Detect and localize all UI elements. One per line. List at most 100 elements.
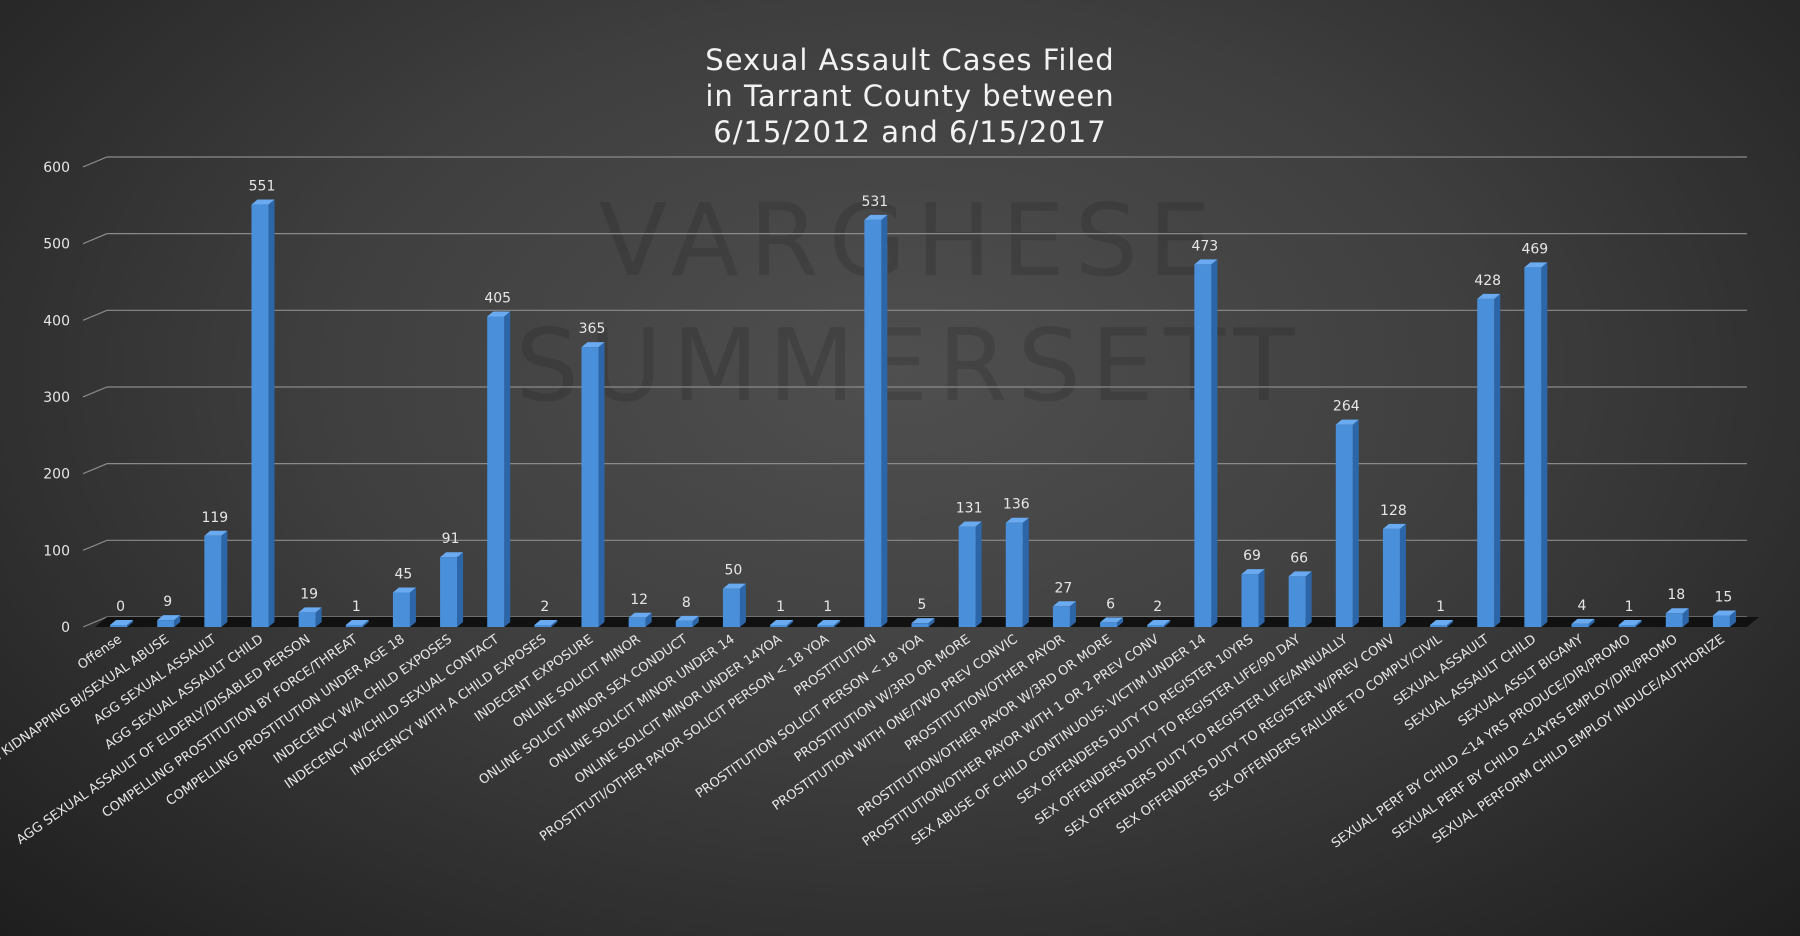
data-label: 1 <box>776 599 785 615</box>
bar-top <box>722 583 746 589</box>
bar-side <box>221 530 228 627</box>
bar-side <box>834 620 841 627</box>
data-label: 6 <box>1106 596 1115 612</box>
bar-front <box>1477 298 1495 627</box>
bar-side <box>598 342 605 627</box>
y-tick-label: 200 <box>43 467 70 483</box>
watermark-line-2: SUMMERSETT <box>516 307 1305 424</box>
bar-side <box>1305 571 1312 627</box>
bar <box>675 615 699 627</box>
bar-front <box>110 625 128 627</box>
y-tick-label: 300 <box>43 390 70 406</box>
data-label: 551 <box>249 179 276 195</box>
bar-side <box>1069 601 1076 627</box>
bar <box>392 587 416 627</box>
gridline <box>82 156 1747 168</box>
y-tick-label: 400 <box>43 313 70 329</box>
y-axis: 0 100 200 300 400 500 600 <box>43 160 70 636</box>
bar <box>204 530 228 627</box>
bar-top <box>1147 620 1171 625</box>
bar-top <box>770 620 794 625</box>
data-label: 91 <box>442 531 460 547</box>
gridline <box>82 233 1747 245</box>
bar <box>345 620 369 627</box>
bar-front <box>628 617 646 627</box>
bar <box>1477 293 1501 627</box>
bar-front <box>392 592 410 627</box>
bar <box>1005 517 1029 627</box>
bar-top <box>1382 523 1406 529</box>
bar-front <box>298 612 316 627</box>
bar-side <box>975 521 982 627</box>
bar <box>770 620 794 627</box>
bar-side <box>457 552 464 627</box>
bar-side <box>315 607 322 627</box>
bar-top <box>1665 608 1689 614</box>
bar-top <box>110 620 134 625</box>
data-label: 19 <box>300 586 318 602</box>
bar-front <box>722 588 740 627</box>
x-tick-label: INDECENCY W/CHILD SEXUAL CONTACT <box>282 632 502 792</box>
bar-side <box>1399 523 1406 627</box>
bar-front <box>1194 264 1212 627</box>
data-label: 69 <box>1243 548 1261 564</box>
bar-side <box>1494 293 1501 627</box>
bar-top <box>1430 620 1454 625</box>
bar-front <box>770 625 788 627</box>
bar-front <box>1100 622 1118 627</box>
bar <box>1618 620 1642 627</box>
data-label: 0 <box>116 599 125 615</box>
bar <box>157 615 181 627</box>
bar <box>1335 419 1359 627</box>
bar <box>1430 620 1454 627</box>
bar-front <box>157 620 175 627</box>
bar-front <box>1524 267 1542 627</box>
bar <box>1052 601 1076 627</box>
bar <box>958 521 982 627</box>
data-label: 1 <box>823 599 832 615</box>
bar <box>628 612 652 627</box>
bar <box>1100 617 1124 627</box>
data-label: 1 <box>1625 599 1634 615</box>
bar <box>1147 620 1171 627</box>
bar <box>298 607 322 627</box>
bar-top <box>345 620 369 625</box>
bar-front <box>1005 522 1023 627</box>
y-tick-label: 500 <box>43 237 70 253</box>
bar-side <box>1682 608 1689 627</box>
bar-front <box>1665 613 1683 627</box>
bar <box>864 214 888 627</box>
bar-top <box>1477 293 1501 299</box>
data-label: 5 <box>918 597 927 613</box>
bar-top <box>675 615 699 621</box>
bar-side <box>739 583 746 627</box>
bar-side <box>1541 262 1548 627</box>
bar-top <box>1241 569 1265 575</box>
bar-front <box>864 219 882 627</box>
bar-top <box>204 530 228 536</box>
data-label: 365 <box>579 321 606 337</box>
chart-title: Sexual Assault Cases Filed in Tarrant Co… <box>705 43 1113 149</box>
data-label: 531 <box>861 194 888 210</box>
data-label: 2 <box>540 599 549 615</box>
data-label: 473 <box>1191 238 1218 254</box>
bar-front <box>1052 606 1070 627</box>
bar-front <box>251 204 269 628</box>
watermark: VARGHESE SUMMERSETT <box>516 182 1305 424</box>
bar-side <box>881 214 888 627</box>
bar-top <box>1100 617 1124 623</box>
bar <box>440 552 464 627</box>
bar-side <box>1588 618 1595 627</box>
bar <box>1712 610 1736 627</box>
bar-front <box>1571 623 1589 627</box>
bar <box>1194 259 1218 627</box>
bar-front <box>911 623 929 627</box>
bar-front <box>1712 615 1730 627</box>
bar-front <box>204 535 222 627</box>
data-label: 264 <box>1333 399 1360 415</box>
bar-front <box>1288 576 1306 627</box>
bar-front <box>440 557 458 627</box>
